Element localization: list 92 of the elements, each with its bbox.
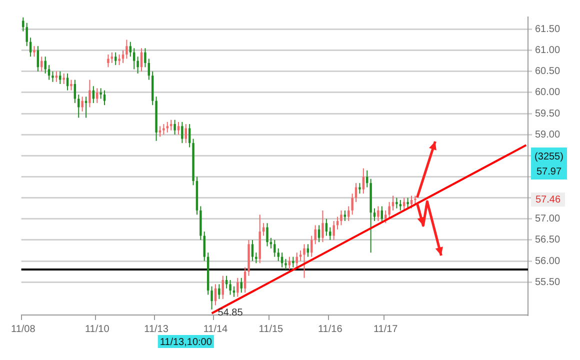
candlestick: [402, 197, 406, 211]
y-tick-label: 59.00: [535, 129, 560, 140]
candlestick: [329, 226, 332, 240]
candlestick: [351, 193, 354, 216]
x-tick-label: 11/10: [84, 324, 110, 335]
candlestick: [274, 239, 276, 258]
text: 11/13,10:00: [160, 336, 212, 348]
candlestick: [70, 79, 72, 91]
y-tick-label: 60.00: [535, 87, 560, 98]
candlestick: [162, 124, 165, 136]
x-tick-label: 11/13: [144, 324, 169, 335]
candlestick: [203, 231, 206, 262]
y-tick-label: 57.00: [535, 214, 560, 225]
candlestick: [74, 79, 76, 104]
candlestick: [129, 41, 132, 58]
candlestick: [358, 182, 361, 194]
candlestick: [318, 224, 320, 243]
candlestick: [174, 119, 176, 136]
candlestick: [59, 70, 62, 85]
candlestick: [118, 54, 120, 66]
candlestick: [236, 277, 239, 298]
candlestick: [44, 56, 46, 74]
candlestick: [144, 48, 146, 68]
y-tick-label: 56.00: [535, 256, 560, 267]
candlestick: [210, 286, 213, 310]
candlestick: [399, 199, 402, 211]
x-tick-label: 11/16: [318, 324, 343, 335]
candlestick: [136, 56, 139, 74]
candlestick: [251, 239, 254, 262]
candlestick: [373, 208, 376, 222]
text: 57.46: [535, 194, 561, 206]
candlestick: [392, 195, 394, 211]
candlestick: [88, 79, 91, 108]
candlestick: [296, 252, 298, 268]
candlestick: [366, 170, 368, 188]
candlestick: [380, 206, 384, 224]
candlestick: [277, 248, 280, 262]
candlestick: [66, 72, 69, 91]
y-tick-label: 56.50: [535, 234, 560, 246]
candlestick: [240, 277, 242, 294]
candlestick: [244, 266, 246, 294]
candlestick: [229, 280, 232, 296]
candlestick: [181, 121, 184, 144]
y-tick-label: 55.50: [535, 276, 560, 288]
candlestick: [218, 284, 220, 300]
candlestick: [288, 256, 291, 270]
x-tick-label: 11/15: [258, 324, 284, 335]
candlestick: [348, 206, 350, 222]
candlestick: [340, 210, 342, 226]
annotation: 54.85: [218, 307, 244, 318]
candlestick: [384, 210, 387, 224]
y-tick-label: 61.50: [535, 24, 560, 35]
candlestick: [255, 252, 258, 264]
candlestick: [33, 46, 36, 58]
candlestick: [362, 168, 365, 194]
candlestick: [388, 202, 390, 220]
candlestick: [81, 96, 84, 112]
y-tick-label: 59.50: [535, 108, 560, 120]
y-tick-label: 60.50: [535, 66, 560, 78]
candlestick: [177, 121, 180, 136]
candlestick: [325, 218, 328, 236]
candlestick: [114, 52, 117, 66]
x-tick-label: 11/17: [373, 324, 398, 335]
candlestick: [96, 88, 98, 104]
x-tick-label: 11/14: [203, 324, 228, 335]
candlestick: [107, 54, 110, 68]
y-tick-label: 61.00: [535, 45, 560, 56]
candlestick: [284, 258, 287, 270]
candlestick: [396, 197, 398, 209]
candlestick: [344, 210, 346, 222]
candlestick: [322, 210, 324, 243]
candlestick: [132, 48, 136, 70]
candlestick: [92, 86, 95, 104]
candlestick: [332, 220, 335, 240]
candlestick: [299, 250, 302, 262]
candlestick: [222, 275, 224, 300]
candlestick: [62, 72, 65, 85]
candlestick: [314, 224, 316, 245]
candlestick: [103, 90, 106, 106]
candlestick: [126, 39, 128, 60]
candlestick: [166, 121, 168, 133]
candlestick: [266, 222, 268, 247]
candlestick: [22, 16, 24, 32]
candlestick: [100, 88, 102, 100]
candlestick: [406, 197, 409, 209]
candlestick: [377, 206, 380, 222]
candlestick: [26, 22, 28, 47]
text: (3255): [534, 151, 564, 162]
candlestick: [52, 70, 54, 82]
candlestick: [303, 244, 306, 278]
x-tick-label: 11/08: [10, 324, 36, 335]
text: 57.97: [536, 166, 562, 178]
